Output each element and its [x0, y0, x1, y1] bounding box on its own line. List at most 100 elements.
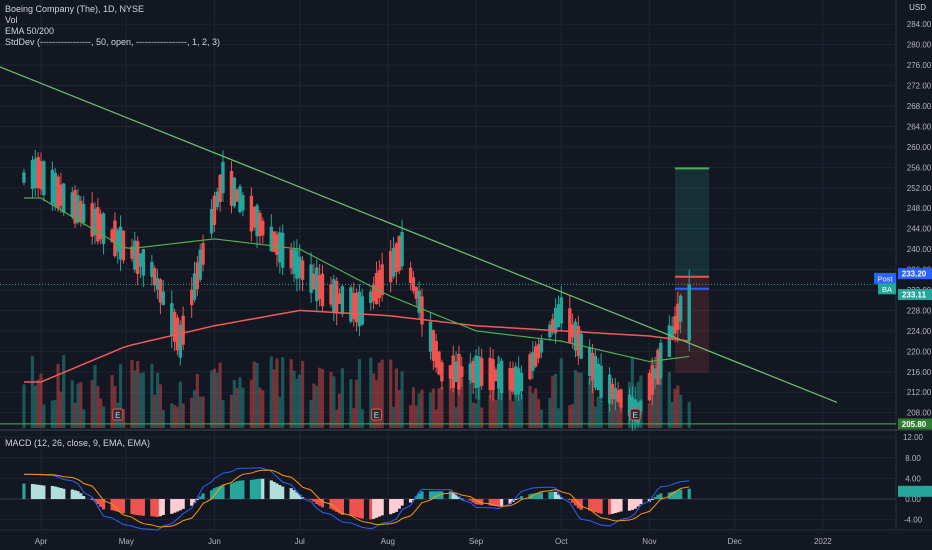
macd-histogram-bar — [79, 493, 83, 500]
currency-label: USD — [909, 3, 926, 12]
volume-bar — [596, 396, 600, 428]
volume-bar — [340, 368, 344, 428]
macd-histogram-bar — [659, 493, 663, 500]
macd-histogram-bar — [556, 494, 561, 500]
candle-body — [394, 243, 399, 273]
post-tag-bg — [874, 272, 896, 284]
macd-histogram-bar — [53, 486, 57, 500]
candle-body — [96, 207, 100, 242]
candle-body — [431, 330, 436, 361]
volume-bar — [369, 357, 373, 428]
macd-histogram-bar — [514, 499, 518, 501]
volume-bar — [30, 355, 35, 428]
volume-bar — [616, 408, 620, 428]
volume-bar — [508, 379, 512, 428]
volume-bar — [252, 361, 256, 428]
volume-bar — [76, 383, 80, 428]
candle-body — [491, 359, 495, 391]
candle-body — [471, 360, 475, 383]
price-tick-label: 264.00 — [907, 122, 932, 131]
volume-bar — [553, 373, 558, 428]
volume-bar — [391, 406, 396, 428]
candle-body — [630, 397, 635, 419]
volume-bar — [588, 378, 592, 428]
candle-body — [479, 357, 484, 386]
candle-body — [50, 169, 55, 204]
volume-bar — [235, 387, 239, 428]
macd-histogram-bar — [113, 499, 117, 511]
volume-bar — [590, 358, 595, 428]
candle-body — [238, 186, 242, 213]
volume-bar — [312, 383, 316, 428]
candle-body — [508, 368, 512, 391]
macd-histogram-bar — [201, 493, 205, 500]
macd-histogram-bar — [261, 478, 265, 500]
macd-histogram-bar — [539, 492, 543, 500]
volume-bar — [133, 370, 137, 428]
macd-histogram-bar — [377, 499, 381, 517]
price-tick-label: 216.00 — [907, 368, 932, 377]
candle-body — [397, 236, 401, 271]
stddev-legend[interactable]: StdDev (-----------------, 50, open, ---… — [5, 37, 220, 47]
macd-histogram-bar — [312, 499, 316, 502]
macd-histogram-bar — [195, 499, 199, 501]
candle-body — [573, 321, 578, 351]
candle-body — [639, 400, 643, 412]
candle-body — [90, 203, 94, 237]
volume-bar — [59, 391, 63, 428]
volume-bar — [329, 371, 333, 428]
candle-body — [337, 293, 342, 304]
volume-bar — [315, 385, 319, 428]
descending-trendline — [0, 66, 838, 404]
volume-bar — [130, 359, 134, 428]
macd-histogram-bar — [198, 496, 202, 500]
candle-body — [428, 321, 433, 352]
candle-body — [499, 360, 504, 394]
macd-histogram-bar — [568, 499, 572, 501]
candle-body — [616, 389, 620, 403]
macd-histogram-bar — [491, 499, 495, 506]
macd-tick-label: 12.00 — [903, 433, 924, 442]
volume-bar — [417, 393, 421, 428]
candle-body — [30, 160, 35, 189]
candle-body — [135, 241, 140, 274]
candle-body — [536, 344, 541, 359]
candle-body — [252, 207, 256, 228]
candle-body — [116, 229, 120, 252]
volume-bar — [400, 371, 404, 428]
candle-body — [477, 356, 481, 388]
candle-body — [73, 190, 77, 224]
candle-body — [192, 273, 197, 300]
macd-histogram-bar — [181, 499, 185, 509]
macd-histogram-bar — [534, 493, 538, 500]
volume-bar — [679, 394, 683, 428]
earnings-marker — [370, 408, 382, 421]
volume-bar — [477, 387, 481, 428]
macd-histogram-bar — [454, 494, 458, 500]
macd-histogram-bar — [298, 494, 302, 500]
macd-histogram-bar — [394, 499, 398, 512]
macd-histogram-bar — [670, 491, 674, 500]
candle-body — [121, 230, 126, 261]
vol-legend[interactable]: Vol — [5, 15, 18, 25]
candle-body — [519, 372, 524, 392]
symbol-title[interactable]: Boeing Company (The), 1D, NYSE — [5, 4, 145, 14]
candle-body — [229, 171, 234, 206]
ema-legend[interactable]: EMA 50/200 — [5, 26, 55, 36]
macd-histogram-bar — [50, 485, 54, 500]
macd-histogram-bar — [494, 499, 498, 507]
signal-line — [23, 469, 690, 528]
candle-body — [568, 308, 572, 344]
candle-body — [22, 172, 26, 183]
macd-histogram-bar — [335, 499, 339, 512]
candle-body — [201, 243, 205, 265]
volume-bar — [332, 376, 336, 428]
macd-histogram-bar — [209, 490, 214, 500]
macd-histogram-bar — [400, 499, 404, 506]
macd-histogram-bar — [22, 483, 26, 500]
macd-histogram-bar — [374, 499, 379, 518]
macd-legend[interactable]: MACD (12, 26, close, 9, EMA, EMA) — [5, 438, 151, 448]
candle-body — [332, 279, 336, 313]
time-tick-label: Jul — [295, 537, 305, 546]
